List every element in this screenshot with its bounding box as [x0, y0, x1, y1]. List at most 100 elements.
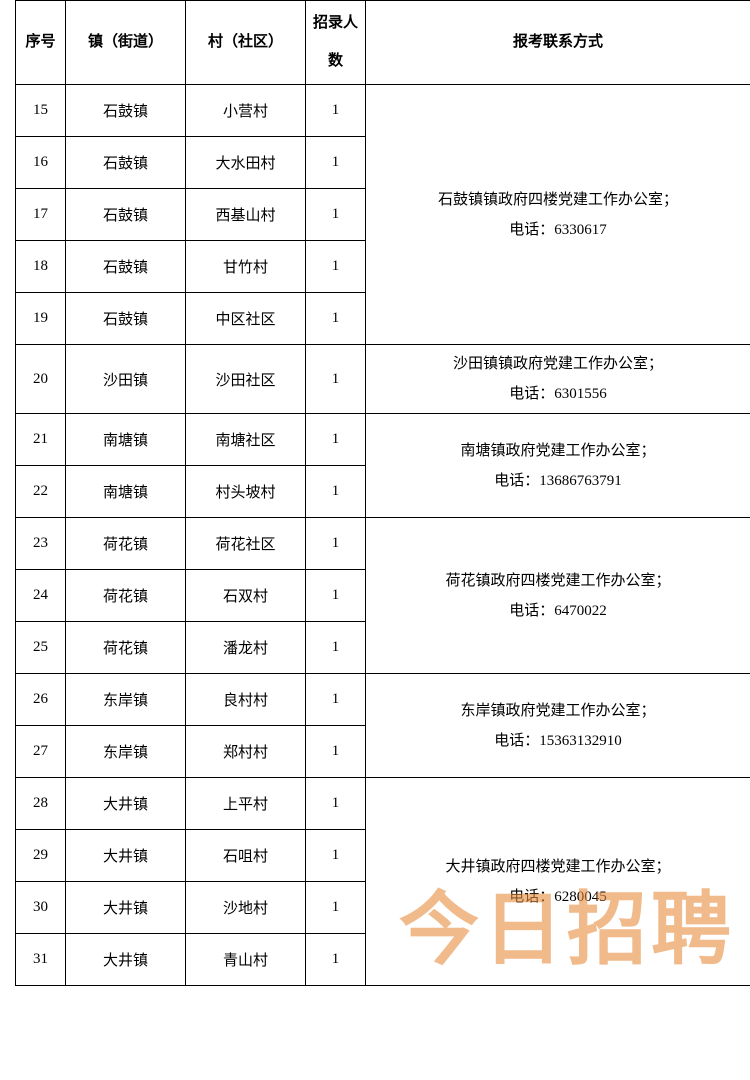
cell-town: 南塘镇: [66, 466, 186, 518]
contact-line1: 石鼓镇镇政府四楼党建工作办公室；: [372, 185, 744, 215]
cell-village: 上平村: [186, 778, 306, 830]
cell-village: 荷花社区: [186, 518, 306, 570]
contact-line1: 大井镇政府四楼党建工作办公室；: [372, 852, 744, 882]
cell-village: 西基山村: [186, 189, 306, 241]
cell-count: 1: [306, 414, 366, 466]
header-seq: 序号: [16, 1, 66, 85]
cell-seq: 25: [16, 622, 66, 674]
cell-count: 1: [306, 345, 366, 414]
cell-town: 东岸镇: [66, 674, 186, 726]
cell-town: 石鼓镇: [66, 241, 186, 293]
header-contact: 报考联系方式: [366, 1, 750, 85]
cell-village: 村头坡村: [186, 466, 306, 518]
table-row: 28大井镇上平村1大井镇政府四楼党建工作办公室；电话：6280045: [16, 778, 750, 830]
cell-count: 1: [306, 778, 366, 830]
cell-seq: 16: [16, 137, 66, 189]
cell-village: 石咀村: [186, 830, 306, 882]
cell-seq: 22: [16, 466, 66, 518]
cell-village: 小营村: [186, 85, 306, 137]
cell-town: 荷花镇: [66, 622, 186, 674]
cell-seq: 27: [16, 726, 66, 778]
cell-town: 石鼓镇: [66, 293, 186, 345]
cell-seq: 28: [16, 778, 66, 830]
cell-village: 南塘社区: [186, 414, 306, 466]
cell-town: 东岸镇: [66, 726, 186, 778]
cell-seq: 30: [16, 882, 66, 934]
cell-town: 沙田镇: [66, 345, 186, 414]
cell-contact: 石鼓镇镇政府四楼党建工作办公室；电话：6330617: [366, 85, 750, 345]
cell-count: 1: [306, 674, 366, 726]
cell-village: 良村村: [186, 674, 306, 726]
cell-count: 1: [306, 85, 366, 137]
cell-count: 1: [306, 934, 366, 986]
cell-village: 大水田村: [186, 137, 306, 189]
header-village: 村（社区）: [186, 1, 306, 85]
cell-town: 大井镇: [66, 830, 186, 882]
cell-contact: 沙田镇镇政府党建工作办公室；电话：6301556: [366, 345, 750, 414]
cell-count: 1: [306, 570, 366, 622]
cell-seq: 17: [16, 189, 66, 241]
cell-contact: 东岸镇政府党建工作办公室；电话：15363132910: [366, 674, 750, 778]
contact-line1: 南塘镇政府党建工作办公室；: [372, 436, 744, 466]
contact-line1: 沙田镇镇政府党建工作办公室；: [372, 349, 744, 379]
contact-line2: 电话：13686763791: [372, 466, 744, 496]
cell-town: 南塘镇: [66, 414, 186, 466]
cell-village: 郑村村: [186, 726, 306, 778]
table-row: 15石鼓镇小营村1石鼓镇镇政府四楼党建工作办公室；电话：6330617: [16, 85, 750, 137]
contact-line1: 东岸镇政府党建工作办公室；: [372, 696, 744, 726]
cell-seq: 19: [16, 293, 66, 345]
contact-line2: 电话：6330617: [372, 215, 744, 245]
cell-village: 沙地村: [186, 882, 306, 934]
cell-village: 沙田社区: [186, 345, 306, 414]
cell-seq: 15: [16, 85, 66, 137]
cell-town: 荷花镇: [66, 518, 186, 570]
cell-count: 1: [306, 137, 366, 189]
contact-line2: 电话：15363132910: [372, 726, 744, 756]
cell-count: 1: [306, 882, 366, 934]
cell-count: 1: [306, 518, 366, 570]
cell-seq: 18: [16, 241, 66, 293]
cell-count: 1: [306, 830, 366, 882]
cell-village: 石双村: [186, 570, 306, 622]
cell-contact: 荷花镇政府四楼党建工作办公室；电话：6470022: [366, 518, 750, 674]
contact-line2: 电话：6280045: [372, 882, 744, 912]
cell-seq: 23: [16, 518, 66, 570]
cell-count: 1: [306, 726, 366, 778]
cell-count: 1: [306, 622, 366, 674]
cell-seq: 24: [16, 570, 66, 622]
cell-seq: 21: [16, 414, 66, 466]
cell-count: 1: [306, 241, 366, 293]
cell-town: 大井镇: [66, 778, 186, 830]
header-count: 招录人数: [306, 1, 366, 85]
cell-count: 1: [306, 466, 366, 518]
contact-line2: 电话：6470022: [372, 596, 744, 626]
cell-village: 中区社区: [186, 293, 306, 345]
cell-town: 大井镇: [66, 882, 186, 934]
cell-town: 石鼓镇: [66, 189, 186, 241]
header-town: 镇（街道）: [66, 1, 186, 85]
cell-contact: 南塘镇政府党建工作办公室；电话：13686763791: [366, 414, 750, 518]
cell-contact: 大井镇政府四楼党建工作办公室；电话：6280045: [366, 778, 750, 986]
table-row: 21南塘镇南塘社区1南塘镇政府党建工作办公室；电话：13686763791: [16, 414, 750, 466]
cell-count: 1: [306, 189, 366, 241]
header-row: 序号 镇（街道） 村（社区） 招录人数 报考联系方式: [16, 1, 750, 85]
cell-seq: 29: [16, 830, 66, 882]
recruitment-table: 序号 镇（街道） 村（社区） 招录人数 报考联系方式 15石鼓镇小营村1石鼓镇镇…: [15, 0, 750, 986]
cell-seq: 26: [16, 674, 66, 726]
table-row: 26东岸镇良村村1东岸镇政府党建工作办公室；电话：15363132910: [16, 674, 750, 726]
contact-line1: 荷花镇政府四楼党建工作办公室；: [372, 566, 744, 596]
cell-count: 1: [306, 293, 366, 345]
cell-seq: 20: [16, 345, 66, 414]
cell-village: 甘竹村: [186, 241, 306, 293]
contact-line2: 电话：6301556: [372, 379, 744, 409]
table-body: 15石鼓镇小营村1石鼓镇镇政府四楼党建工作办公室；电话：633061716石鼓镇…: [16, 85, 750, 986]
cell-town: 大井镇: [66, 934, 186, 986]
cell-seq: 31: [16, 934, 66, 986]
cell-village: 青山村: [186, 934, 306, 986]
cell-town: 荷花镇: [66, 570, 186, 622]
cell-town: 石鼓镇: [66, 85, 186, 137]
table-row: 20沙田镇沙田社区1沙田镇镇政府党建工作办公室；电话：6301556: [16, 345, 750, 414]
cell-town: 石鼓镇: [66, 137, 186, 189]
table-row: 23荷花镇荷花社区1荷花镇政府四楼党建工作办公室；电话：6470022: [16, 518, 750, 570]
cell-village: 潘龙村: [186, 622, 306, 674]
